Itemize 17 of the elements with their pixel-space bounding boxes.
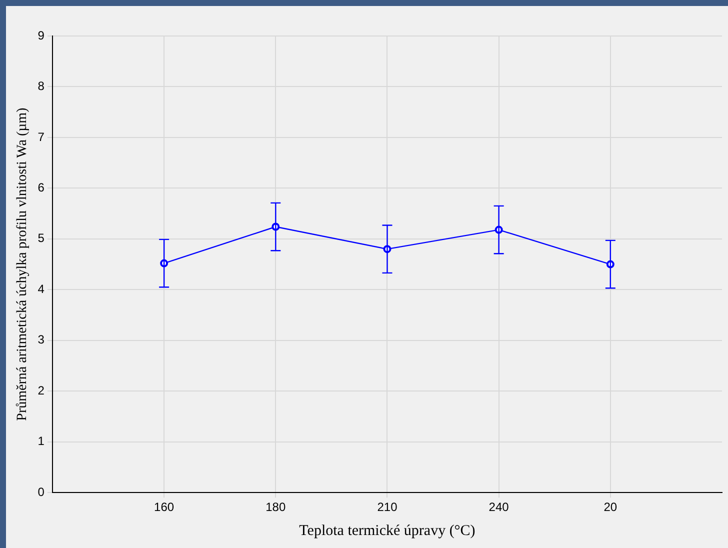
- y-tick-label: 4: [38, 282, 45, 296]
- x-axis-title: Teplota termické úpravy (°C): [299, 522, 476, 539]
- y-tick-label: 2: [38, 383, 45, 398]
- y-tick-label: 6: [38, 180, 45, 195]
- x-tick-label: 240: [488, 500, 510, 514]
- y-tick-label: 5: [38, 231, 45, 246]
- y-tick-label: 3: [38, 332, 45, 347]
- y-tick-label: 7: [38, 130, 45, 144]
- x-tick-label: 210: [377, 500, 398, 514]
- y-tick-label: 9: [38, 28, 45, 42]
- x-tick-label: 20: [604, 500, 618, 514]
- x-tick-label: 160: [154, 500, 174, 514]
- x-tick-label: 180: [266, 500, 286, 514]
- y-tick-label: 0: [38, 484, 45, 499]
- y-tick-label: 1: [38, 434, 45, 448]
- y-tick-label: 8: [38, 79, 45, 94]
- y-axis-title: Průměrná aritmetická úchylka profilu vlnitosti Wa (µm): [15, 107, 30, 421]
